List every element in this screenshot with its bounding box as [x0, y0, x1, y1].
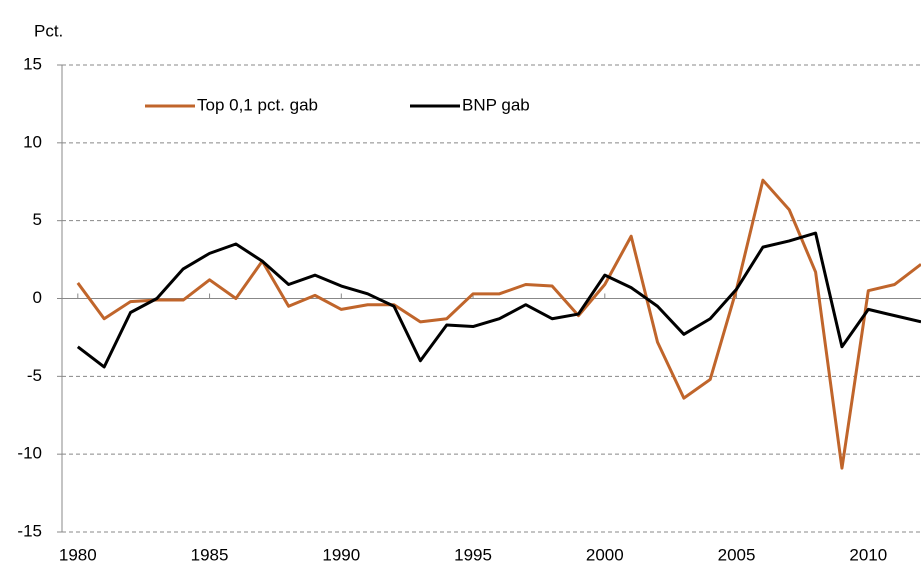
- x-tick-label: 1990: [322, 545, 360, 564]
- x-tick-label: 2000: [586, 545, 624, 564]
- y-tick-label: 0: [33, 288, 42, 307]
- y-tick-label: 5: [33, 210, 42, 229]
- data-line: [76, 178, 921, 470]
- x-tick-label: 2005: [718, 545, 756, 564]
- legend-label: Top 0,1 pct. gab: [197, 95, 318, 114]
- y-tick-label: 15: [23, 54, 42, 73]
- y-axis-label: Pct.: [34, 21, 63, 40]
- x-tick-label: 1985: [191, 545, 229, 564]
- x-tick-label: 1980: [59, 545, 97, 564]
- y-tick-label: -5: [27, 366, 42, 385]
- x-tick-label: 2010: [849, 545, 887, 564]
- x-tick-label: 1995: [454, 545, 492, 564]
- legend-label: BNP gab: [462, 95, 530, 114]
- y-tick-label: -10: [17, 444, 42, 463]
- data-line: [76, 231, 921, 369]
- y-tick-label: 10: [23, 132, 42, 151]
- y-tick-label: -15: [17, 521, 42, 540]
